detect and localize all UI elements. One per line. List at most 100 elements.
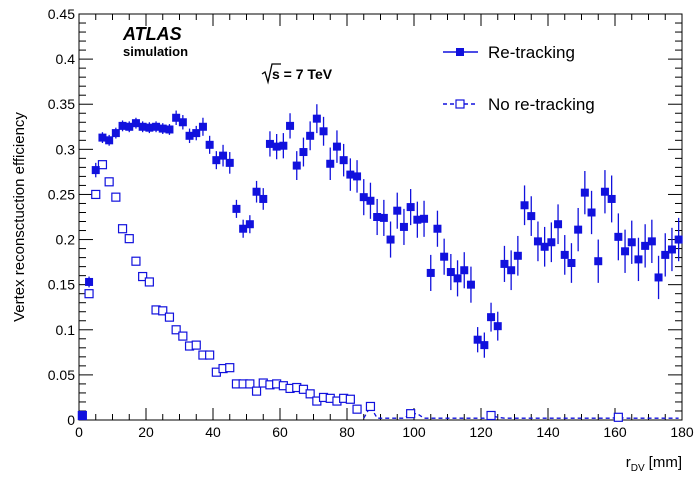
y-tick-label: 0.15 <box>48 277 75 293</box>
y-tick-label: 0.2 <box>56 232 76 248</box>
x-tick-label: 20 <box>138 424 154 440</box>
atlas-label: ATLAS <box>122 24 182 44</box>
point-re-tracking <box>225 158 234 167</box>
point-re-tracking <box>353 172 362 181</box>
point-re-tracking <box>312 114 321 123</box>
point-re-tracking <box>574 225 583 234</box>
axis-ticks <box>78 13 683 421</box>
point-no-re-tracking <box>191 340 201 350</box>
point-re-tracking <box>473 335 482 344</box>
x-axis-title-var: r <box>626 454 631 471</box>
point-re-tracking <box>594 257 603 266</box>
point-re-tracking <box>433 224 442 233</box>
point-re-tracking <box>192 129 201 138</box>
point-re-tracking <box>621 247 630 256</box>
point-re-tracking <box>319 127 328 136</box>
point-no-re-tracking <box>305 389 315 399</box>
point-re-tracking <box>332 142 341 151</box>
point-no-re-tracking <box>225 363 235 373</box>
x-axis-title-unit: [mm] <box>649 454 682 471</box>
point-re-tracking <box>533 237 542 246</box>
point-re-tracking <box>393 206 402 215</box>
point-no-re-tracking <box>245 379 255 389</box>
point-re-tracking <box>426 268 435 277</box>
point-no-re-tracking <box>84 289 94 299</box>
point-re-tracking <box>406 203 415 212</box>
x-tick-label: 60 <box>272 424 288 440</box>
svg-text:s = 7 TeV: s = 7 TeV <box>272 66 333 82</box>
energy-label: s = 7 TeV <box>261 63 333 85</box>
point-re-tracking <box>138 122 147 131</box>
point-re-tracking <box>111 129 120 138</box>
point-no-re-tracking <box>158 306 168 316</box>
point-re-tracking <box>359 193 368 202</box>
point-re-tracking <box>346 170 355 179</box>
point-re-tracking <box>279 141 288 150</box>
y-axis-title: Vertex reconsctuction efficiency <box>11 112 28 322</box>
y-tick-label: 0.3 <box>56 141 76 157</box>
x-tick-label: 100 <box>402 424 426 440</box>
point-re-tracking <box>547 238 556 247</box>
point-re-tracking <box>466 280 475 289</box>
point-re-tracking <box>299 148 308 157</box>
point-re-tracking <box>587 208 596 217</box>
legend: Re-tracking No re-tracking <box>443 43 595 114</box>
point-re-tracking <box>131 119 140 128</box>
point-re-tracking <box>272 142 281 151</box>
point-re-tracking <box>627 238 636 247</box>
point-re-tracking <box>460 266 469 275</box>
legend-entry-no-re-tracking: No re-tracking <box>443 95 595 114</box>
x-tick-label: 0 <box>75 424 83 440</box>
point-re-tracking <box>205 140 214 149</box>
sqrt-sign <box>261 63 281 85</box>
point-re-tracking <box>292 161 301 170</box>
point-no-re-tracking <box>117 224 128 234</box>
axis-tick-labels: 0 20 40 60 80 100 120 140 160 180 0 0.05 0.1 0.15 0.2 0… <box>48 6 694 440</box>
point-re-tracking <box>493 322 502 331</box>
point-re-tracking <box>480 341 489 350</box>
point-re-tracking <box>125 122 134 131</box>
point-re-tracking <box>607 194 616 203</box>
y-tick-label: 0.1 <box>56 322 76 338</box>
point-no-re-tracking <box>144 277 154 287</box>
point-no-re-tracking <box>345 394 355 404</box>
point-re-tracking <box>399 222 408 231</box>
point-re-tracking <box>326 159 335 168</box>
point-re-tracking <box>507 266 516 275</box>
point-re-tracking <box>158 124 167 133</box>
point-re-tracking <box>306 131 315 140</box>
point-re-tracking <box>178 118 187 127</box>
point-re-tracking <box>560 250 569 259</box>
legend-label-re-tracking: Re-tracking <box>488 43 575 62</box>
point-re-tracking <box>219 151 228 160</box>
point-re-tracking <box>239 224 248 233</box>
y-tick-label: 0.25 <box>48 186 75 202</box>
x-tick-label: 160 <box>603 424 627 440</box>
point-no-re-tracking <box>406 409 416 419</box>
point-re-tracking <box>641 241 650 250</box>
point-re-tracking <box>634 255 643 264</box>
series-no-re-tracking <box>77 160 679 422</box>
point-no-re-tracking <box>613 412 623 422</box>
point-re-tracking <box>661 250 670 259</box>
point-re-tracking <box>172 113 181 122</box>
legend-label-no-re-tracking: No re-tracking <box>488 95 595 114</box>
point-no-re-tracking <box>486 410 496 421</box>
point-re-tracking <box>98 133 107 142</box>
point-re-tracking <box>647 237 656 246</box>
point-re-tracking <box>440 252 449 261</box>
point-no-re-tracking <box>365 401 376 412</box>
energy-sqrt-arg: s <box>272 66 280 82</box>
point-no-re-tracking <box>91 189 101 200</box>
point-re-tracking <box>453 274 462 283</box>
point-re-tracking <box>85 277 94 286</box>
x-axis-title: rDV [mm] <box>626 454 682 474</box>
point-re-tracking <box>513 251 522 260</box>
point-no-re-tracking <box>178 331 188 341</box>
point-re-tracking <box>379 213 388 222</box>
point-no-re-tracking <box>205 350 215 360</box>
x-tick-label: 140 <box>536 424 560 440</box>
y-tick-label: 0 <box>67 412 75 428</box>
point-re-tracking <box>614 232 623 241</box>
